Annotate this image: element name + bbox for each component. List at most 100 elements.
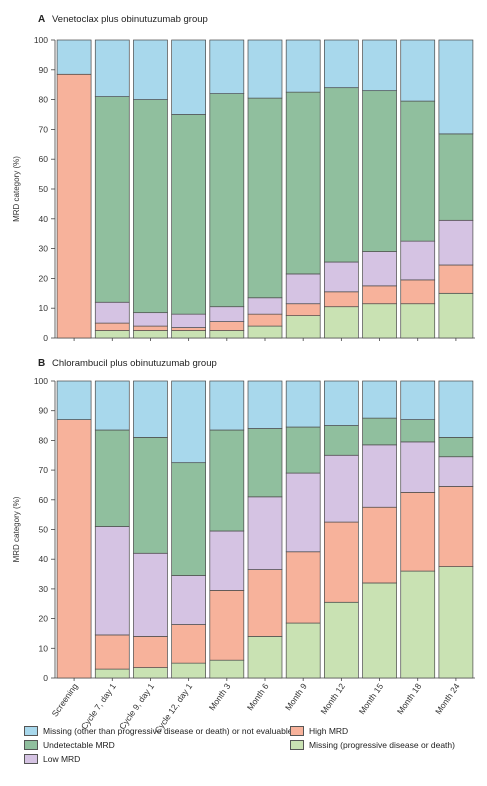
bar-segment-high-mrd — [209, 321, 245, 331]
y-tick-label: 90 — [39, 406, 49, 416]
bar-segment-low-mrd — [400, 240, 436, 281]
x-tick-label: Month 3 — [207, 681, 233, 712]
x-tick-label: Screening — [50, 681, 80, 718]
bar-segment-low-mrd — [438, 456, 474, 487]
bar-segment-missing-other-than-progressive-disease-or-death-or-not-evaluable — [209, 39, 245, 94]
bar-segment-missing-other-than-progressive-disease-or-death-or-not-evaluable — [94, 39, 130, 97]
bar-segment-missing-progressive-disease-or-death — [285, 315, 321, 339]
bar-segment-low-mrd — [324, 261, 359, 293]
y-tick-label: 80 — [39, 435, 49, 445]
panel-letter: B — [38, 358, 45, 369]
bar-segment-missing-other-than-progressive-disease-or-death-or-not-evaluable — [247, 380, 283, 429]
bar-segment-low-mrd — [324, 454, 359, 523]
bar-segment-undetectable-mrd — [171, 114, 206, 315]
legend-item-missing-other: Missing (other than progressive disease … — [24, 726, 292, 736]
bar-segment-missing-other-than-progressive-disease-or-death-or-not-evaluable — [56, 39, 92, 75]
legend-item-missing-pd: Missing (progressive disease or death) — [290, 740, 455, 750]
bar-segment-low-mrd — [171, 313, 206, 328]
bar-segment-low-mrd — [209, 530, 245, 591]
bar-segment-low-mrd — [171, 575, 206, 625]
bar-segment-high-mrd — [438, 486, 474, 567]
legend-item-undetectable-mrd: Undetectable MRD — [24, 740, 115, 750]
bar-segment-missing-other-than-progressive-disease-or-death-or-not-evaluable — [285, 380, 321, 428]
bar-segment-undetectable-mrd — [209, 429, 245, 532]
bar-segment-missing-other-than-progressive-disease-or-death-or-not-evaluable — [94, 380, 130, 431]
bar-segment-undetectable-mrd — [438, 133, 474, 221]
legend-label-missing-pd: Missing (progressive disease or death) — [309, 740, 455, 750]
x-tick-label: Cycle 7, day 1 — [79, 681, 118, 731]
bar-segment-missing-other-than-progressive-disease-or-death-or-not-evaluable — [324, 39, 359, 89]
bar-segment-high-mrd — [171, 624, 206, 664]
bar-segment-missing-other-than-progressive-disease-or-death-or-not-evaluable — [133, 380, 168, 438]
x-tick-label: Month 15 — [357, 681, 386, 716]
bar-segment-missing-progressive-disease-or-death — [247, 636, 283, 679]
bar-segment-high-mrd — [438, 264, 474, 294]
chart-panel-b: B Chlorambucil plus obinutuzumab group 0 10… — [12, 358, 475, 735]
bar-segment-undetectable-mrd — [171, 462, 206, 576]
bar-segment-missing-progressive-disease-or-death — [171, 330, 206, 339]
bar-segment-low-mrd — [94, 526, 130, 636]
x-tick-label: Month 12 — [318, 681, 347, 716]
bar-segment-high-mrd — [133, 636, 168, 668]
bar-segment-low-mrd — [133, 552, 168, 637]
bar-segment-undetectable-mrd — [94, 96, 130, 303]
bar-segment-high-mrd — [324, 521, 359, 603]
bar-segment-high-mrd — [285, 551, 321, 624]
x-tick-label: Month 18 — [395, 681, 424, 716]
bar-segment-missing-progressive-disease-or-death — [133, 667, 168, 679]
y-tick-label: 70 — [39, 124, 49, 134]
y-tick-label: 30 — [39, 244, 49, 254]
bar-segment-missing-progressive-disease-or-death — [209, 659, 245, 679]
bar-segment-low-mrd — [133, 312, 168, 327]
bar-segment-missing-other-than-progressive-disease-or-death-or-not-evaluable — [400, 380, 436, 420]
legend-label-undetectable-mrd: Undetectable MRD — [43, 740, 115, 750]
bar-segment-missing-other-than-progressive-disease-or-death-or-not-evaluable — [362, 380, 397, 419]
bar-segment-low-mrd — [438, 219, 474, 266]
y-tick-label: 60 — [39, 154, 49, 164]
x-tick-label: Month 9 — [283, 681, 309, 712]
bar-segment-undetectable-mrd — [324, 87, 359, 263]
bar-segment-undetectable-mrd — [247, 428, 283, 498]
panel-letter: A — [38, 14, 45, 25]
legend-label-low-mrd: Low MRD — [43, 754, 81, 764]
bar-segment-undetectable-mrd — [247, 97, 283, 299]
bar-segment-high-mrd — [362, 285, 397, 305]
bar-segment-high-mrd — [285, 303, 321, 317]
bar-segment-undetectable-mrd — [362, 90, 397, 252]
y-tick-label: 60 — [39, 495, 49, 505]
bar-segment-low-mrd — [362, 444, 397, 508]
y-tick-label: 10 — [39, 643, 49, 653]
bar-segment-undetectable-mrd — [209, 93, 245, 308]
legend-item-high-mrd: High MRD — [290, 726, 348, 736]
bar-segment-missing-other-than-progressive-disease-or-death-or-not-evaluable — [362, 39, 397, 92]
bar-segment-low-mrd — [400, 441, 436, 493]
bar-segment-high-mrd — [362, 506, 397, 584]
y-tick-label: 20 — [39, 273, 49, 283]
y-tick-label: 0 — [43, 673, 48, 683]
bar-segment-low-mrd — [247, 496, 283, 570]
bar-segment-undetectable-mrd — [400, 419, 436, 443]
bar-segment-missing-progressive-disease-or-death — [438, 292, 474, 339]
y-tick-label: 40 — [39, 554, 49, 564]
bar-segment-missing-progressive-disease-or-death — [362, 582, 397, 679]
y-tick-label: 20 — [39, 614, 49, 624]
bar-segment-high-mrd — [400, 279, 436, 305]
bar-segment-missing-other-than-progressive-disease-or-death-or-not-evaluable — [56, 380, 92, 420]
bar-segment-high-mrd — [133, 325, 168, 331]
bar-segment-missing-other-than-progressive-disease-or-death-or-not-evaluable — [171, 39, 206, 115]
bar-segment-missing-progressive-disease-or-death — [247, 325, 283, 339]
bar-segment-low-mrd — [209, 306, 245, 322]
y-axis-label: MRD category (%) — [12, 496, 21, 562]
y-tick-label: 50 — [39, 184, 49, 194]
y-tick-label: 50 — [39, 525, 49, 535]
bar-segment-missing-progressive-disease-or-death — [285, 622, 321, 679]
bar-segment-low-mrd — [362, 251, 397, 287]
bar-segment-missing-other-than-progressive-disease-or-death-or-not-evaluable — [285, 39, 321, 93]
bar-segment-missing-other-than-progressive-disease-or-death-or-not-evaluable — [438, 380, 474, 438]
legend-swatch-missing-pd — [290, 740, 304, 750]
bar-segment-missing-progressive-disease-or-death — [94, 330, 130, 339]
bar-segment-high-mrd — [247, 569, 283, 637]
bar-segment-missing-other-than-progressive-disease-or-death-or-not-evaluable — [209, 380, 245, 431]
bar-segment-missing-other-than-progressive-disease-or-death-or-not-evaluable — [438, 39, 474, 135]
bar-segment-undetectable-mrd — [400, 100, 436, 242]
